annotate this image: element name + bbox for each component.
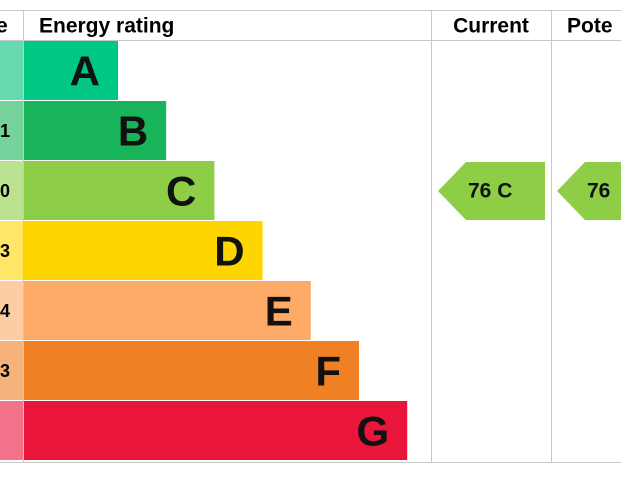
- score-label: 4: [0, 301, 10, 321]
- score-label: 1: [0, 121, 10, 141]
- score-cell: [0, 161, 23, 220]
- band-bar: [24, 341, 359, 400]
- band-bar: [24, 161, 215, 220]
- score-header: e: [0, 15, 8, 38]
- current-arrow: [438, 162, 545, 220]
- band-letter: B: [118, 108, 148, 155]
- score-cell: [0, 41, 23, 100]
- current-label: 76 C: [468, 180, 512, 203]
- band-bar: [24, 221, 263, 280]
- band-bar: [24, 401, 408, 460]
- band-letter: C: [166, 168, 196, 215]
- score-label: 3: [0, 361, 10, 381]
- score-cell: [0, 101, 23, 160]
- band-letter: D: [214, 228, 244, 275]
- potential-label: 76: [587, 180, 610, 203]
- grid: [0, 10, 621, 463]
- score-label: 3: [0, 241, 10, 261]
- potential-header: Pote: [567, 15, 613, 38]
- band-bar: [24, 41, 118, 100]
- rating-header: Energy rating: [39, 15, 174, 38]
- band-letter: A: [70, 48, 100, 95]
- score-label: 0: [0, 181, 10, 201]
- band-bar: [24, 101, 167, 160]
- potential-arrow: [557, 162, 621, 220]
- band-letter: E: [265, 288, 293, 335]
- score-cell: [0, 281, 23, 340]
- score-cell: [0, 221, 23, 280]
- band-letter: G: [357, 408, 390, 455]
- current-header: Current: [453, 15, 529, 38]
- score-cell: [0, 401, 23, 460]
- band-bar: [24, 281, 311, 340]
- score-cell: [0, 341, 23, 400]
- band-letter: F: [315, 348, 341, 395]
